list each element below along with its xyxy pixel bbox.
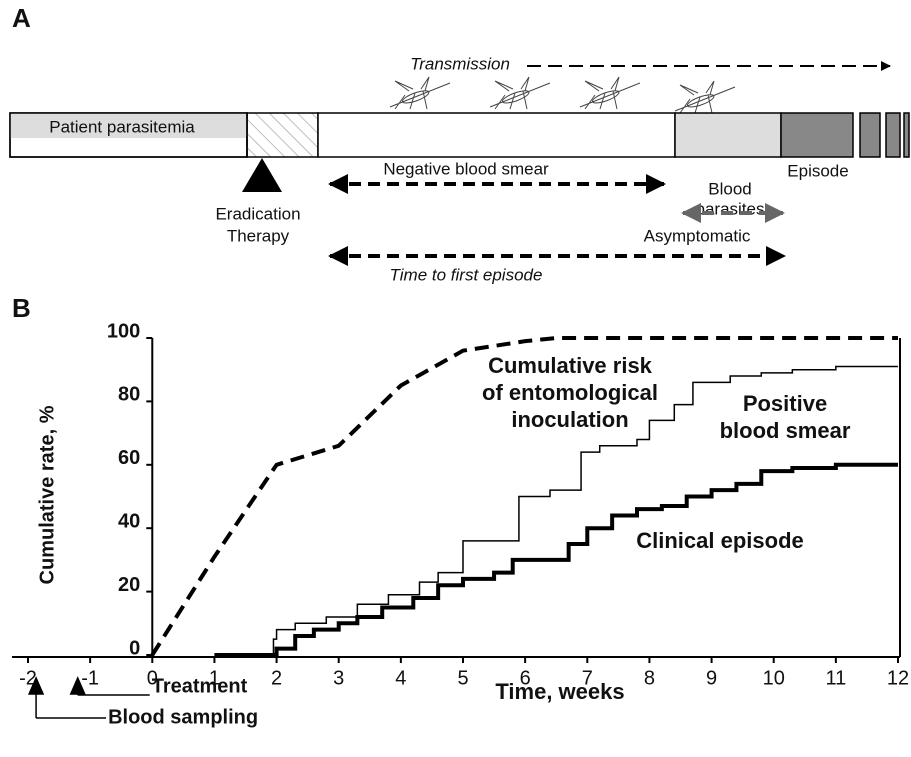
y-tick-label: 100 <box>107 320 140 342</box>
panel-label: A <box>12 3 31 33</box>
y-tick-label: 40 <box>118 510 140 532</box>
x-tick-label: 2 <box>271 667 282 689</box>
y-tick-label: 60 <box>118 447 140 469</box>
transmission-label: Transmission <box>410 54 510 73</box>
blood-parasites-label: Blood <box>708 179 751 198</box>
annotation: Positive <box>743 391 827 416</box>
x-tick-label: 6 <box>520 667 531 689</box>
parasitemia-label: Patient parasitemia <box>49 117 195 136</box>
x-tick-label: 10 <box>763 667 785 689</box>
panel-label: B <box>12 293 31 323</box>
time-to-episode-label: Time to first episode <box>390 265 543 284</box>
annotation: blood smear <box>720 418 851 443</box>
asymptomatic-label: Asymptomatic <box>644 226 751 245</box>
event-label: Treatment <box>152 675 248 697</box>
mosquitoes <box>390 77 735 113</box>
therapy-label: Therapy <box>227 226 290 245</box>
figure: A Transmission Patient parasitemia Eradi… <box>0 0 911 757</box>
x-axis-title: Time, weeks <box>495 679 624 704</box>
episode-label: Episode <box>787 161 848 180</box>
blood-parasites-label: parasites <box>696 199 765 218</box>
x-tick-label: 4 <box>395 667 406 689</box>
x-tick-label: 9 <box>706 667 717 689</box>
annotation: Clinical episode <box>636 528 804 553</box>
x-tick-label: 7 <box>582 667 593 689</box>
therapy-triangle <box>242 158 282 192</box>
x-tick-label: 12 <box>887 667 909 689</box>
x-tick-label: 5 <box>457 667 468 689</box>
event-label: Blood sampling <box>108 706 258 728</box>
annotation: of entomological <box>482 380 658 405</box>
therapy-label: Eradication <box>215 204 300 223</box>
x-tick-label: 3 <box>333 667 344 689</box>
negative-smear-label: Negative blood smear <box>383 159 549 178</box>
annotation: Cumulative risk <box>488 353 653 378</box>
x-tick-label: -1 <box>81 667 99 689</box>
x-tick-label: 8 <box>644 667 655 689</box>
y-tick-label: 80 <box>118 384 140 406</box>
y-tick-label: 20 <box>118 574 140 596</box>
panel-a: A Transmission Patient parasitemia Eradi… <box>10 3 909 285</box>
series-line <box>214 465 898 655</box>
y-tick-label: 0 <box>129 637 140 659</box>
annotation: inoculation <box>511 407 628 432</box>
x-tick-label: 11 <box>825 667 846 689</box>
y-axis-title: Cumulative rate, % <box>36 405 58 584</box>
